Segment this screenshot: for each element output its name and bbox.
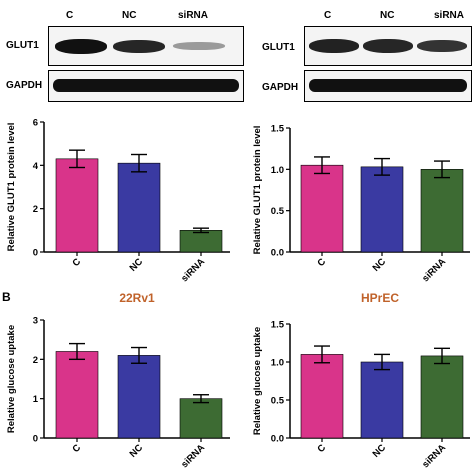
- blot-lane-label: siRNA: [178, 10, 209, 21]
- blot-row-label: GLUT1: [262, 42, 295, 53]
- bar-nc: [360, 361, 404, 439]
- y-tick-label: 0: [33, 434, 38, 445]
- y-axis-label: Relative glucose uptake: [6, 325, 17, 433]
- blot-lane-label: siRNA: [434, 10, 465, 21]
- blot-band: [309, 79, 467, 92]
- x-tick-label: NC: [128, 256, 146, 274]
- y-tick-label: 1: [33, 394, 39, 405]
- bar-nc: [117, 355, 161, 439]
- y-tick-label: 0.0: [271, 434, 284, 445]
- bar-sirna: [179, 230, 223, 253]
- bar-sirna: [420, 169, 464, 253]
- y-tick-label: 0.5: [271, 206, 285, 217]
- y-axis-label: Relative glucose uptake: [252, 327, 263, 435]
- bar-c: [300, 354, 344, 439]
- blot-membrane: [304, 70, 472, 102]
- y-axis-label: Relative GLUT1 protein level: [6, 123, 17, 252]
- bar-nc: [360, 166, 404, 253]
- bar-sirna: [179, 398, 223, 439]
- x-tick-label: NC: [371, 256, 389, 274]
- y-tick-label: 1.0: [271, 358, 284, 369]
- x-tick-label: NC: [128, 442, 146, 460]
- y-tick-label: 4: [33, 161, 39, 172]
- x-tick-label: C: [70, 256, 83, 269]
- blot-row-label: GAPDH: [6, 80, 43, 91]
- blot-lane-label: C: [324, 10, 332, 21]
- blot-lane-label: C: [66, 10, 74, 21]
- blot-row-label: GAPDH: [262, 82, 299, 93]
- y-tick-label: 1.0: [271, 165, 284, 176]
- y-tick-label: 0.0: [271, 248, 284, 259]
- blot-band: [363, 39, 413, 53]
- bar-sirna: [420, 355, 464, 439]
- bar-c: [55, 158, 99, 253]
- x-tick-label: siRNA: [179, 442, 207, 470]
- x-tick-label: C: [315, 442, 328, 455]
- y-tick-label: 1.5: [271, 124, 285, 135]
- x-tick-label: siRNA: [420, 442, 448, 470]
- blot-band: [309, 39, 359, 53]
- x-tick-label: C: [70, 442, 83, 455]
- bar-nc: [117, 162, 161, 253]
- y-tick-label: 2: [33, 204, 38, 215]
- blot-row-label: GLUT1: [6, 40, 39, 51]
- y-tick-label: 3: [33, 316, 38, 327]
- bar-c: [300, 164, 344, 253]
- x-tick-label: siRNA: [179, 256, 207, 284]
- blot-band: [113, 40, 165, 53]
- panel-letter-b: B: [2, 290, 11, 304]
- blot-membrane: [48, 70, 244, 102]
- blot-band: [55, 39, 107, 54]
- blot-membrane: [304, 26, 472, 66]
- y-tick-label: 2: [33, 355, 38, 366]
- blot-membrane: [48, 26, 244, 66]
- y-tick-label: 0: [33, 248, 38, 259]
- y-tick-label: 0.5: [271, 396, 285, 407]
- blot-lane-label: NC: [122, 10, 137, 21]
- blot-lane-label: NC: [380, 10, 395, 21]
- x-tick-label: NC: [371, 442, 389, 460]
- x-tick-label: C: [315, 256, 328, 269]
- chart-title: HPrEC: [361, 291, 399, 305]
- blot-band: [173, 42, 225, 50]
- blot-band: [417, 40, 467, 52]
- y-axis-label: Relative GLUT1 protein level: [252, 126, 263, 255]
- bar-c: [55, 351, 99, 439]
- x-tick-label: siRNA: [420, 256, 448, 284]
- chart-title: 22Rv1: [119, 291, 155, 305]
- y-tick-label: 6: [33, 118, 38, 129]
- y-tick-label: 1.5: [271, 320, 285, 331]
- blot-band: [53, 79, 239, 92]
